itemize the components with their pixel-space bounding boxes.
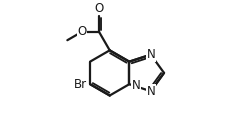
Text: N: N	[146, 48, 155, 61]
Text: N: N	[146, 85, 155, 98]
Text: Br: Br	[74, 78, 87, 91]
Text: N: N	[132, 79, 141, 92]
Text: O: O	[77, 25, 87, 38]
Text: O: O	[94, 2, 104, 15]
